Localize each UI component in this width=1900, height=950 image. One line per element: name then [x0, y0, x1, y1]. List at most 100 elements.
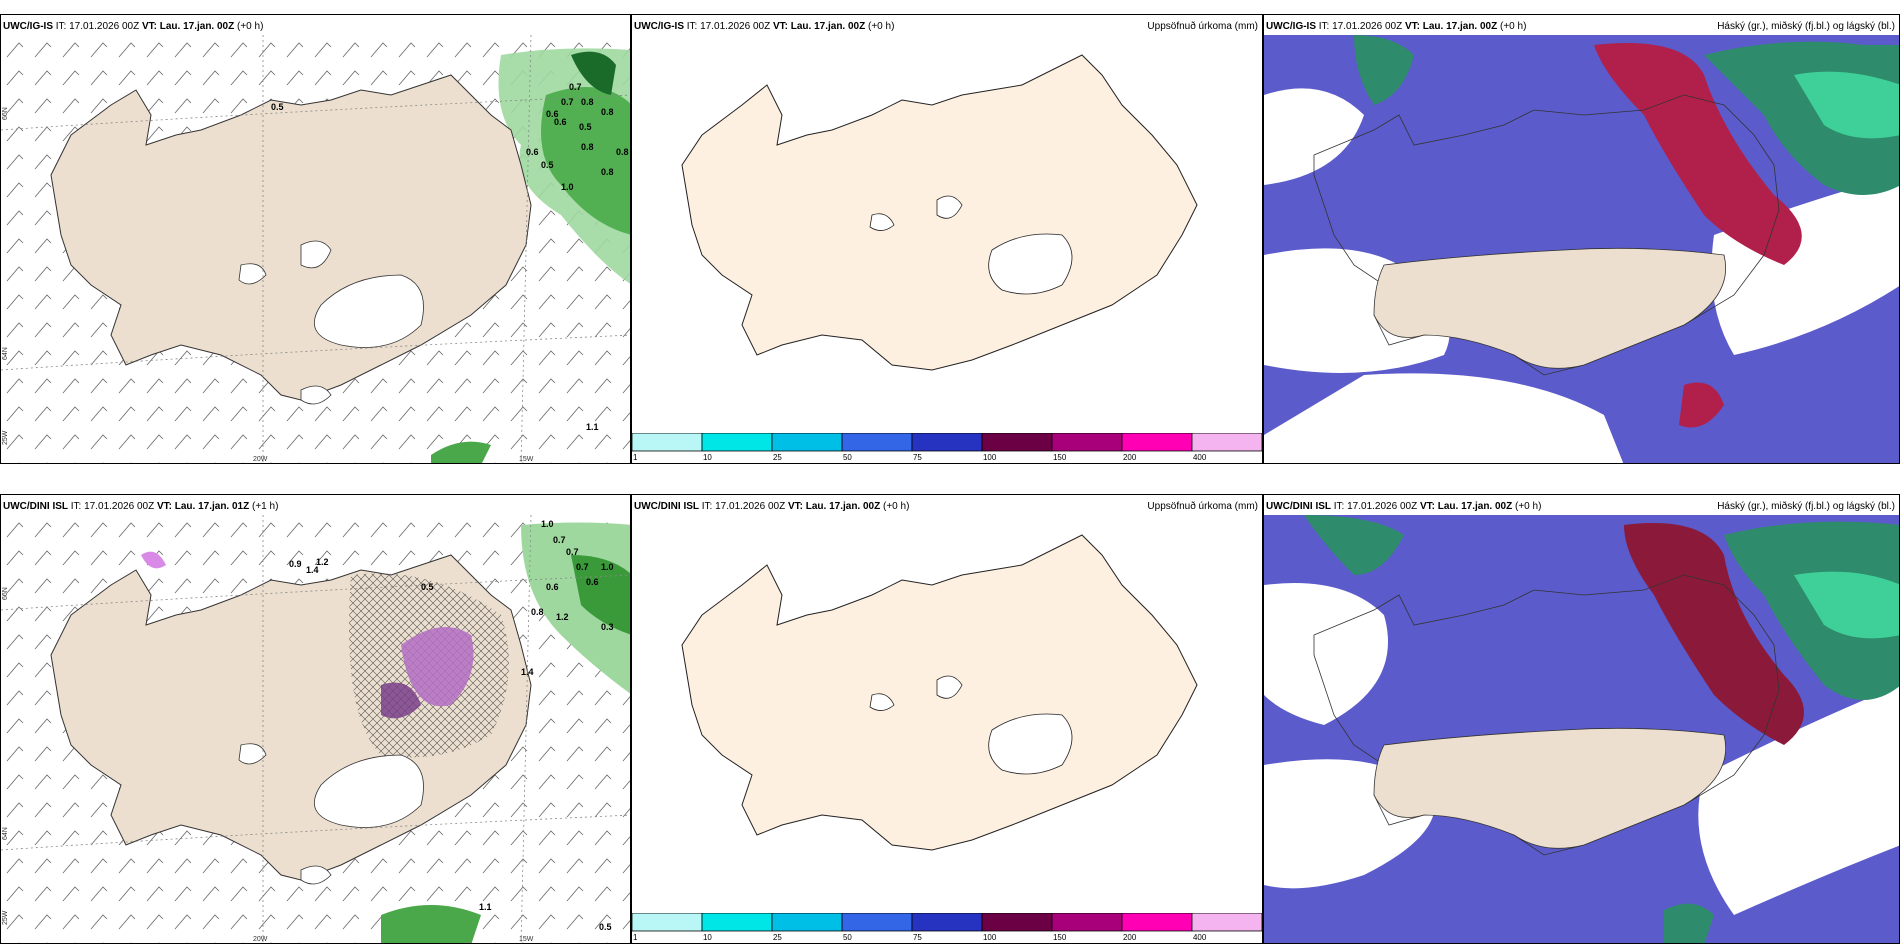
colorbar-tick-label: 50: [843, 453, 852, 462]
precip-value: 0.8: [616, 147, 629, 157]
colorbar-segment: [701, 433, 773, 452]
colorbar-segment: [632, 913, 703, 932]
precip-value: 0.8: [601, 167, 614, 177]
precip-value: 1.1: [586, 422, 599, 432]
colorbar-segment: [841, 913, 913, 932]
colorbar-segment: [1051, 913, 1123, 932]
colorbar-tick-label: 150: [1053, 453, 1067, 462]
lon-label-20: 20W: [253, 936, 268, 943]
colorbar-tick-label: 150: [1053, 933, 1067, 942]
panel-cloud-top: UWC/IG-IS IT: 17.01.2026 00Z VT: Lau. 17…: [1263, 14, 1900, 464]
colorbar-segment: [1191, 433, 1262, 452]
precip-value: 0.5: [421, 582, 434, 592]
panel-variable: Uppsöfnuð úrkoma (mm): [1147, 501, 1258, 512]
colorbar-segment: [1191, 913, 1262, 932]
lat-label-66: 66N: [2, 107, 9, 120]
lat-label-64: 64N: [2, 347, 9, 360]
panel-variable: Háský (gr.), miðský (fj.bl.) og lágský (…: [1717, 21, 1895, 32]
colorbar-segment: [1121, 433, 1193, 452]
colorbar-tick-label: 1: [633, 933, 638, 942]
colorbar-segment: [701, 913, 773, 932]
wind-map: 66N 64N 25W 20W 15W 0.5 0.7 0.7 0.8 0.6 …: [1, 35, 630, 463]
colorbar-tick-label: 200: [1123, 933, 1137, 942]
colorbar-tick-label: 50: [843, 933, 852, 942]
colorbar-segment: [981, 433, 1053, 452]
panel-wind-bottom: UWC/DINI ISL IT: 17.01.2026 00Z VT: Lau.…: [0, 494, 631, 944]
panel-wind-top: UWC/IG-IS IT: 17.01.2026 00Z VT: Lau. 17…: [0, 14, 631, 464]
colorbar-tick-label: 25: [773, 453, 782, 462]
colorbar-segment: [771, 913, 843, 932]
colorbar-tick-label: 400: [1193, 933, 1207, 942]
colorbar-segment: [1121, 913, 1193, 932]
precip-value: 1.2: [556, 612, 569, 622]
precip-value: 0.9: [289, 559, 302, 569]
colorbar-tick-label: 100: [983, 453, 997, 462]
precip-value: 0.7: [566, 547, 579, 557]
panel-title: UWC/DINI ISL IT: 17.01.2026 00Z VT: Lau.…: [3, 501, 279, 512]
colorbar-tick-label: 75: [913, 453, 922, 462]
precip-value: 0.8: [581, 142, 594, 152]
cloud-map: [1264, 35, 1899, 463]
precip-value: 0.5: [271, 102, 284, 112]
precip-value: 1.0: [541, 519, 554, 529]
precip-values: 0.5 0.7 0.7 0.8 0.6 0.6 0.8 0.5 0.8 0.6 …: [271, 82, 629, 432]
precip-value: 0.7: [553, 535, 566, 545]
lon-label-25: 25W: [2, 430, 9, 445]
panel-title: UWC/IG-IS IT: 17.01.2026 00Z VT: Lau. 17…: [3, 21, 264, 32]
precip-value: 1.0: [561, 182, 574, 192]
precip-value: 0.6: [554, 117, 567, 127]
precip-values: 0.9 1.2 1.4 1.0 0.7 0.7 0.7 1.0 0.6 0.6 …: [289, 519, 614, 932]
precip-value: 0.6: [586, 577, 599, 587]
panel-precip-top: UWC/IG-IS IT: 17.01.2026 00Z VT: Lau. 17…: [631, 14, 1263, 464]
precip-value: 0.5: [599, 922, 612, 932]
colorbar-tick-label: 1: [633, 453, 638, 462]
colorbar-tick-label: 75: [913, 933, 922, 942]
precip-value: 0.6: [526, 147, 539, 157]
lat-label-66: 66N: [2, 587, 9, 600]
panel-variable: Uppsöfnuð úrkoma (mm): [1147, 21, 1258, 32]
colorbar-tick-label: 10: [703, 453, 712, 462]
precip-value: 0.8: [531, 607, 544, 617]
panel-title: UWC/DINI ISL IT: 17.01.2026 00Z VT: Lau.…: [1266, 501, 1542, 512]
precip-value: 1.2: [316, 557, 329, 567]
colorbar-segment: [911, 913, 983, 932]
precip-map: [681, 54, 1198, 371]
colorbar-tick-label: 100: [983, 933, 997, 942]
precip-value: 0.7: [561, 97, 574, 107]
colorbar: 1 10 25 50 75 100 150 200 400: [632, 433, 1262, 462]
precip-value: 0.8: [581, 97, 594, 107]
colorbar-tick-label: 10: [703, 933, 712, 942]
colorbar-segment: [632, 433, 703, 452]
iceland-landmass: [50, 74, 532, 405]
wind-map: 66N 64N 25W 20W 15W 0.9 1.2 1.4 1.0 0.7 …: [1, 515, 630, 943]
cloud-map: [1264, 515, 1899, 943]
precip-value: 0.7: [569, 82, 582, 92]
lon-label-15: 15W: [519, 456, 534, 463]
colorbar-segment: [841, 433, 913, 452]
colorbar-tick-label: 400: [1193, 453, 1207, 462]
colorbar-segment: [911, 433, 983, 452]
colorbar-tick-label: 200: [1123, 453, 1137, 462]
lon-label-15: 15W: [519, 936, 534, 943]
precip-value: 0.7: [576, 562, 589, 572]
colorbar: 1 10 25 50 75 100 150 200 400: [632, 913, 1262, 942]
precip-value: 0.5: [579, 122, 592, 132]
panel-title: UWC/IG-IS IT: 17.01.2026 00Z VT: Lau. 17…: [1266, 21, 1527, 32]
precip-value: 0.8: [601, 107, 614, 117]
lat-label-64: 64N: [2, 827, 9, 840]
precip-value: 1.1: [479, 902, 492, 912]
precip-value: 0.3: [601, 622, 614, 632]
iceland-landmass: [50, 551, 532, 885]
panel-variable: Háský (gr.), miðský (fj.bl.) og lágský (…: [1717, 501, 1895, 512]
panel-precip-bottom: UWC/DINI ISL IT: 17.01.2026 00Z VT: Lau.…: [631, 494, 1263, 944]
precip-value: 1.0: [601, 562, 614, 572]
colorbar-segment: [1051, 433, 1123, 452]
lon-label-25: 25W: [2, 910, 9, 925]
panel-title: UWC/DINI ISL IT: 17.01.2026 00Z VT: Lau.…: [634, 501, 910, 512]
colorbar-segment: [771, 433, 843, 452]
colorbar-segment: [981, 913, 1053, 932]
panel-cloud-bottom: UWC/DINI ISL IT: 17.01.2026 00Z VT: Lau.…: [1263, 494, 1900, 944]
precip-value: 0.6: [546, 582, 559, 592]
precip-value: 1.4: [306, 565, 319, 575]
precip-value: 0.5: [541, 160, 554, 170]
